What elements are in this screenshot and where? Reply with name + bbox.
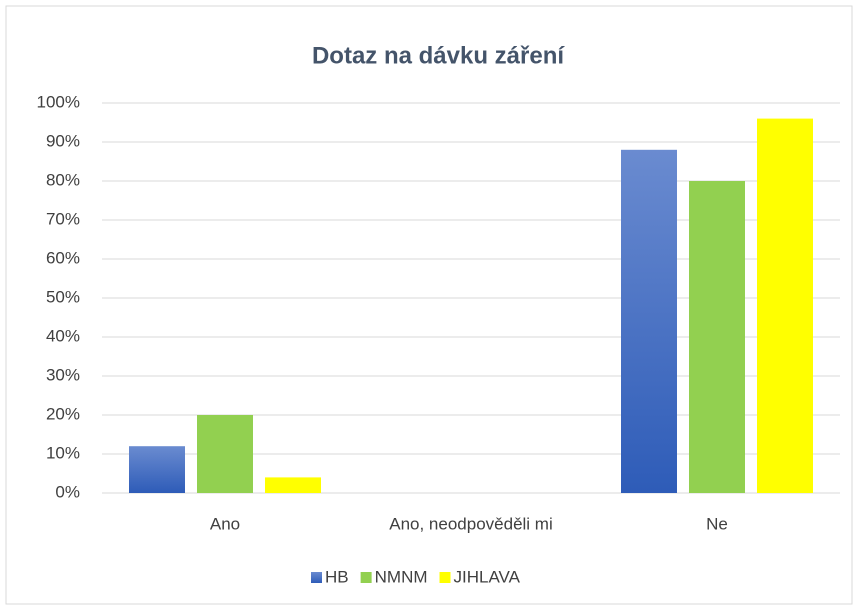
y-tick-label: 90% <box>46 131 80 150</box>
legend-label: HB <box>325 567 349 586</box>
bar <box>129 446 185 493</box>
y-tick-label: 80% <box>46 170 80 189</box>
y-tick-label: 70% <box>46 209 80 228</box>
y-tick-label: 60% <box>46 248 80 267</box>
x-tick-label: Ne <box>706 514 728 533</box>
bar <box>197 415 253 493</box>
legend-label: NMNM <box>375 567 428 586</box>
y-tick-label: 50% <box>46 287 80 306</box>
chart-title: Dotaz na dávku záření <box>312 42 565 69</box>
y-tick-label: 100% <box>37 92 80 111</box>
y-tick-label: 20% <box>46 404 80 423</box>
legend-swatch <box>360 572 372 583</box>
y-tick-label: 30% <box>46 365 80 384</box>
legend-swatch <box>311 572 322 583</box>
y-tick-label: 0% <box>55 482 80 501</box>
y-tick-label: 40% <box>46 326 80 345</box>
x-tick-label: Ano, neodpověděli mi <box>389 514 553 533</box>
bar <box>757 118 813 493</box>
y-tick-label: 10% <box>46 443 80 462</box>
x-tick-label: Ano <box>210 514 240 533</box>
bar <box>265 477 321 493</box>
bar <box>689 181 745 493</box>
legend-swatch <box>439 572 451 583</box>
legend-label: JIHLAVA <box>454 567 521 586</box>
bar <box>621 149 677 494</box>
